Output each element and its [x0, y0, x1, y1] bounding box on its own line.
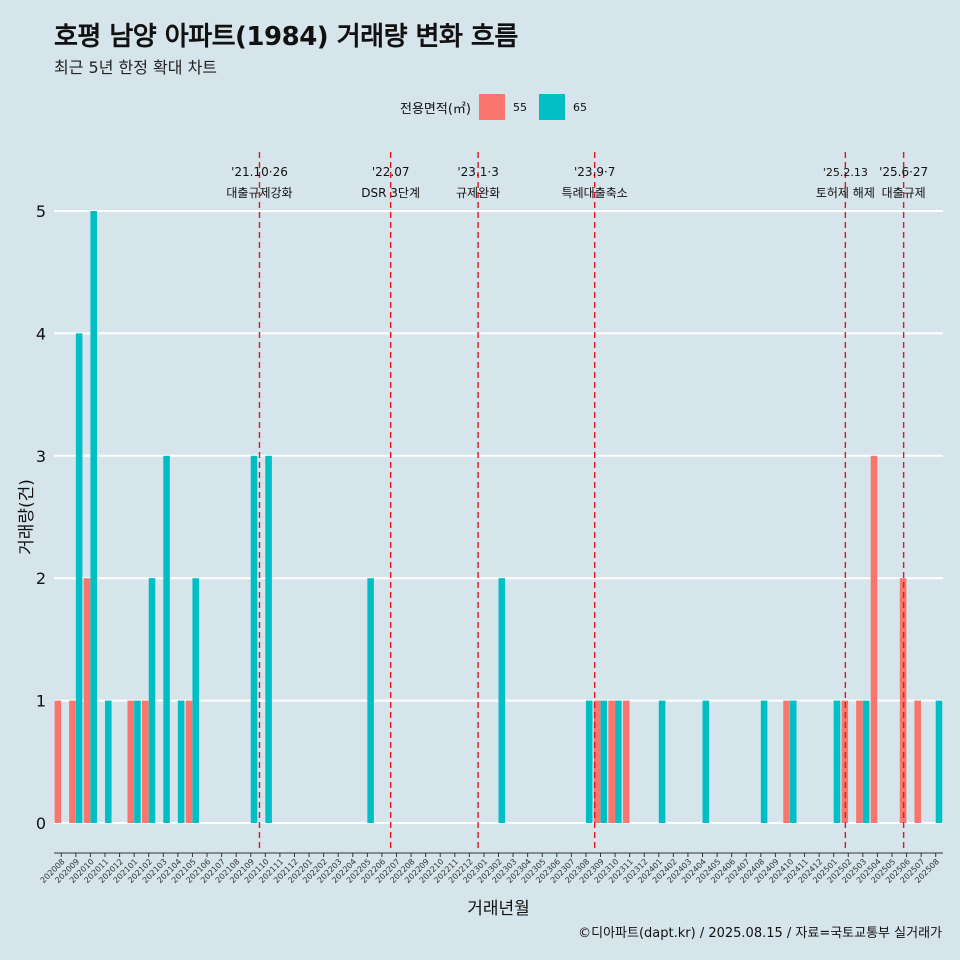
y-axis-title: 거래량(건) — [17, 479, 37, 555]
annotation-label: DSR 3단계 — [361, 186, 420, 200]
legend-title: 전용면적(㎡) — [400, 101, 471, 117]
bar-65-202401 — [658, 700, 666, 823]
y-tick-label: 5 — [36, 202, 46, 221]
annotation-label: 특례대출축소 — [562, 186, 628, 200]
bar-65-202105 — [192, 578, 200, 823]
bar-55-202310 — [608, 700, 615, 823]
annotation-date: '23.9·7 — [574, 165, 615, 179]
annotation-date: '22.07 — [372, 165, 410, 179]
bar-55-202105 — [185, 700, 193, 823]
bar-65-202309 — [600, 700, 608, 823]
bar-55-202504 — [870, 455, 878, 823]
bar-65-202109 — [250, 455, 258, 823]
chart-subtitle: 최근 5년 한정 확대 차트 — [54, 58, 218, 77]
bar-55-202101 — [127, 700, 135, 823]
bar-65-202103 — [163, 455, 170, 823]
y-tick-label: 1 — [36, 692, 46, 711]
bar-65-202508 — [935, 700, 943, 823]
bar-65-202501 — [833, 700, 841, 823]
y-tick-label: 3 — [36, 447, 46, 466]
bar-65-202010 — [90, 211, 97, 823]
bar-55-202309 — [593, 700, 601, 823]
bar-65-202503 — [862, 700, 870, 823]
bar-65-202110 — [265, 455, 272, 823]
y-tick-label: 0 — [36, 814, 46, 833]
bar-55-202507 — [914, 700, 921, 823]
bar-55-202008 — [54, 700, 62, 823]
legend: 전용면적(㎡) 55 65 — [400, 94, 599, 120]
legend-label-65: 65 — [572, 100, 587, 114]
x-axis-title: 거래년월 — [467, 899, 530, 919]
legend-swatch-55 — [478, 94, 505, 120]
bar-65-202302 — [498, 578, 506, 823]
bar-65-202101 — [134, 700, 141, 823]
legend-swatch-65 — [538, 94, 565, 120]
annotation-date: '25.6·27 — [879, 165, 928, 179]
bar-65-202404 — [702, 700, 710, 823]
bar-65-202104 — [177, 700, 185, 823]
y-tick-label: 2 — [36, 569, 46, 588]
annotation-label: 규제완화 — [456, 186, 500, 200]
bar-55-202502 — [841, 700, 849, 823]
bar-65-202009 — [75, 333, 83, 823]
bar-55-202102 — [142, 700, 149, 823]
bar-65-202011 — [105, 700, 112, 823]
bar-65-202310 — [615, 700, 622, 823]
bar-65-202308 — [585, 700, 593, 823]
caption: ©디아파트(dapt.kr) / 2025.08.15 / 자료=국토교통부 실… — [578, 926, 942, 941]
bar-55-202503 — [856, 700, 863, 823]
bar-55-202311 — [622, 700, 630, 823]
y-tick-label: 4 — [36, 324, 46, 343]
annotation-label: 대출규제 — [882, 186, 926, 200]
annotation-date: '25.2.13 — [823, 166, 868, 179]
bar-65-202102 — [148, 578, 156, 823]
bar-65-202410 — [789, 700, 797, 823]
annotation-label: 대출규제강화 — [226, 186, 292, 200]
chart-title: 호평 남양 아파트(1984) 거래량 변화 흐름 — [54, 22, 518, 52]
legend-label-55: 55 — [512, 100, 527, 114]
annotation-label: 토허제 해제 — [816, 186, 875, 200]
bar-65-202408 — [760, 700, 768, 823]
bar-65-202205 — [367, 578, 374, 823]
bar-55-202010 — [83, 578, 91, 823]
annotation-date: '23.1·3 — [457, 165, 498, 179]
bar-55-202009 — [69, 700, 76, 823]
annotation-date: '21.10·26 — [231, 165, 288, 179]
bar-55-202410 — [783, 700, 790, 823]
bar-55-202506 — [899, 578, 907, 823]
